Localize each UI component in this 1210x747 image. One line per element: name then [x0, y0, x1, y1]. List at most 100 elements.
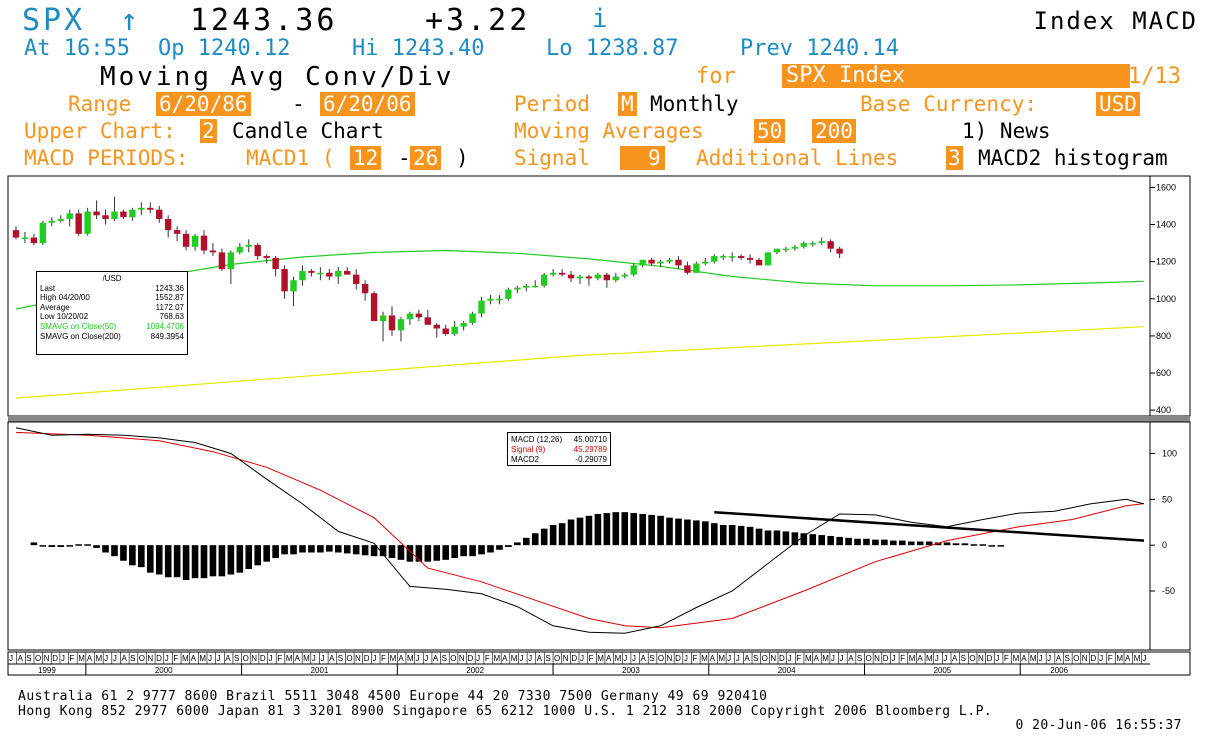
signal-field[interactable]: 9: [620, 146, 665, 170]
month-label: M: [701, 654, 708, 663]
month-label: M: [926, 654, 933, 663]
month-label: J: [831, 654, 835, 663]
month-label: J: [372, 654, 376, 663]
macd2-histogram-bar: [997, 545, 1005, 547]
macd2-histogram-bar: [406, 545, 414, 562]
macd2-histogram-bar: [836, 536, 843, 546]
range-end-field[interactable]: 6/20/06: [320, 92, 415, 116]
month-label: A: [87, 654, 93, 663]
candle-body: [245, 244, 252, 247]
macd-periods-label: MACD PERIODS:: [24, 146, 189, 170]
upper-legend-label: SMAVG on Close(200): [40, 331, 121, 341]
additional-lines-code-field[interactable]: 3: [946, 146, 963, 170]
candle-body: [773, 248, 781, 253]
month-label: M: [78, 654, 85, 663]
macd2-histogram-bar: [84, 544, 91, 546]
price-tick-label: 1600: [1156, 182, 1176, 192]
candle-body: [451, 326, 458, 335]
period-code-field[interactable]: M: [618, 92, 637, 116]
month-label: A: [18, 654, 24, 663]
month-label: F: [485, 654, 490, 663]
macd2-histogram-bar: [737, 525, 745, 546]
candle-body: [111, 211, 118, 219]
upper-legend-value: 1172.07: [155, 302, 184, 312]
macd-tick-label: 0: [1162, 540, 1167, 550]
macd-tick-label: 50: [1162, 494, 1172, 504]
month-label: M: [805, 654, 812, 663]
month-label: A: [1125, 654, 1131, 663]
month-label: J: [580, 654, 584, 663]
news-link[interactable]: 1) News: [962, 119, 1051, 143]
info-icon[interactable]: i: [592, 4, 611, 34]
candle-body: [576, 276, 584, 279]
month-label: J: [165, 654, 169, 663]
candle-body: [352, 274, 360, 284]
month-label: J: [684, 654, 688, 663]
candle-body: [505, 289, 512, 299]
macd2-histogram-bar: [898, 540, 906, 546]
month-label: N: [355, 654, 361, 663]
macd2-histogram-bar: [478, 545, 485, 555]
moving-averages-label: Moving Averages: [514, 119, 704, 143]
low-price: Lo 1238.87: [546, 36, 679, 61]
macd2-histogram-bar: [594, 514, 602, 546]
macd2-histogram-bar: [934, 542, 942, 546]
month-label: D: [883, 654, 889, 663]
security-field[interactable]: SPX Index: [782, 64, 1130, 88]
page-title: Moving Avg Conv/Div: [100, 62, 455, 92]
candle-body: [764, 252, 772, 266]
month-label: J: [269, 654, 273, 663]
month-label: J: [528, 654, 532, 663]
month-label: J: [1099, 654, 1103, 663]
macd2-histogram-bar: [424, 545, 432, 562]
macd2-histogram-bar: [540, 528, 548, 546]
upper-chart-code-field[interactable]: 2: [200, 119, 217, 143]
month-label: M: [390, 654, 397, 663]
range-start-field[interactable]: 6/20/86: [156, 92, 251, 116]
month-label: M: [407, 654, 414, 663]
candle-body: [675, 259, 682, 266]
up-arrow-icon: ↑: [120, 3, 142, 38]
footer-timestamp: 0 20-Jun-06 16:55:37: [1015, 718, 1182, 733]
candle-body: [164, 218, 172, 231]
macd-line: [15, 427, 1145, 634]
macd-fast-field[interactable]: 12: [350, 146, 382, 170]
month-label: M: [822, 654, 829, 663]
candle-body: [711, 256, 718, 262]
macd-slow-field[interactable]: 26: [410, 146, 442, 170]
ma2-field[interactable]: 200: [812, 119, 856, 143]
macd2-histogram-bar: [612, 512, 620, 546]
month-label: M: [199, 654, 206, 663]
candle-body: [836, 248, 843, 254]
macd2-histogram-bar: [576, 517, 584, 546]
candle-body: [370, 293, 378, 322]
macd2-histogram-bar: [236, 545, 244, 573]
upper-legend-row: High 04/20/00 1552.87: [40, 293, 184, 303]
currency-field[interactable]: USD: [1096, 92, 1140, 116]
ticker[interactable]: SPX: [22, 3, 86, 38]
month-label: D: [260, 654, 266, 663]
month-label: J: [995, 654, 999, 663]
high-price: Hi 1243.40: [352, 36, 485, 61]
month-label: M: [493, 654, 500, 663]
month-label: J: [840, 654, 844, 663]
ma1-field[interactable]: 50: [754, 119, 786, 143]
candle-body: [496, 298, 503, 301]
macd2-histogram-bar: [728, 525, 736, 546]
month-label: M: [182, 654, 189, 663]
lower-legend-value: 45.29789: [573, 445, 607, 454]
macd2-histogram-bar: [146, 545, 154, 573]
candle-body: [791, 246, 799, 249]
month-label: A: [225, 654, 231, 663]
month-label: S: [338, 654, 343, 663]
candle-body: [818, 241, 825, 244]
candle-body: [442, 328, 449, 335]
month-label: M: [597, 654, 604, 663]
month-label: J: [416, 654, 420, 663]
additional-lines-value: MACD2 histogram: [978, 146, 1168, 170]
month-label: J: [519, 654, 523, 663]
price-tick-label: 800: [1156, 331, 1171, 341]
macd2-histogram-bar: [916, 541, 924, 546]
candle-body: [344, 270, 351, 275]
month-label: J: [208, 654, 212, 663]
